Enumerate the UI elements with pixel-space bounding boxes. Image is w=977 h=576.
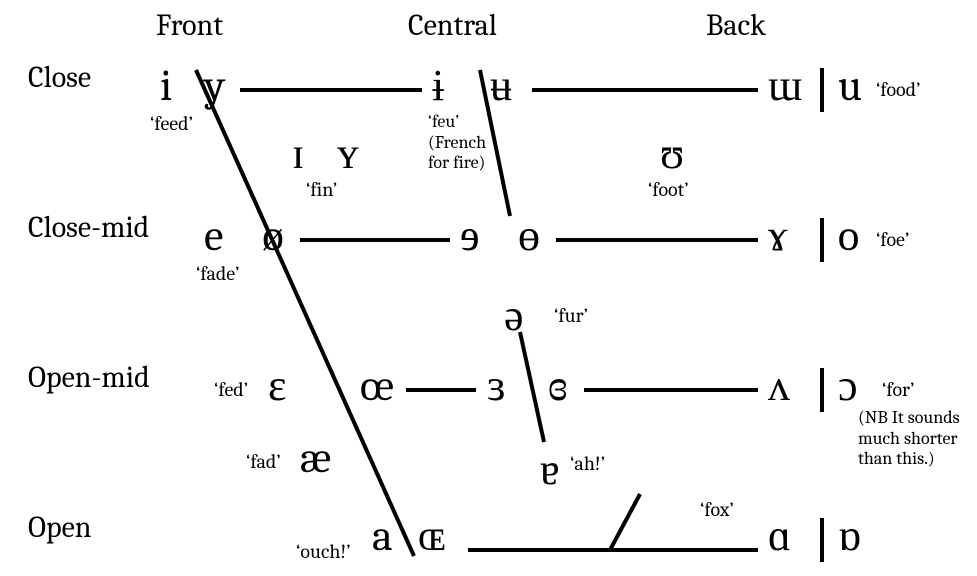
ipa-turned-script-a: ɒ bbox=[838, 514, 861, 558]
ipa-script-a: ɑ bbox=[768, 514, 791, 558]
hint-ah: ‘ah!’ bbox=[570, 452, 605, 475]
ipa-a: a bbox=[372, 514, 393, 558]
hint-for: ‘for’ bbox=[882, 378, 914, 401]
line-diag-front bbox=[196, 70, 414, 556]
hint-ouch: ‘ouch!’ bbox=[296, 540, 351, 563]
ipa-rams-horn: ɤ bbox=[768, 214, 788, 258]
ipa-ae: æ bbox=[300, 436, 331, 480]
hint-foot: ‘foot’ bbox=[648, 178, 689, 201]
ipa-open-o: ɔ bbox=[838, 364, 858, 408]
ipa-i: i bbox=[160, 64, 172, 108]
hint-fed: ‘fed’ bbox=[214, 378, 248, 401]
hint-food: ‘food’ bbox=[876, 78, 920, 101]
hint-fur: ‘fur’ bbox=[554, 304, 588, 327]
ipa-turned-a: ɐ bbox=[540, 448, 560, 492]
hint-fin: ‘fin’ bbox=[306, 178, 337, 201]
col-central: Central bbox=[408, 8, 497, 43]
row-open-mid: Open-mid bbox=[28, 360, 150, 395]
hint-fad: ‘fad’ bbox=[246, 450, 281, 473]
hint-foe: ‘foe’ bbox=[876, 228, 909, 251]
hint-feed: ‘feed’ bbox=[150, 112, 193, 135]
ipa-cl-rev-eps: ɞ bbox=[548, 364, 568, 408]
row-open: Open bbox=[28, 510, 92, 545]
hint-fox: ‘fox’ bbox=[700, 498, 734, 521]
ipa-small-y: ʏ bbox=[337, 132, 359, 176]
ipa-e: e bbox=[204, 214, 223, 258]
row-close: Close bbox=[28, 60, 91, 95]
hint-feu: ‘feu’ (French for fire) bbox=[428, 112, 486, 174]
col-front: Front bbox=[156, 8, 223, 43]
row-close-mid: Close-mid bbox=[28, 210, 149, 245]
vowel-chart: { "type": "ipa-vowel-chart", "dimensions… bbox=[0, 0, 977, 576]
ipa-big-oe: ɶ bbox=[418, 514, 446, 558]
chart-lines bbox=[0, 0, 977, 576]
ipa-small-i: ɪ bbox=[292, 132, 304, 176]
ipa-u-bar: ʉ bbox=[490, 64, 512, 108]
hint-fade: ‘fade’ bbox=[196, 262, 239, 285]
line-fox-tick bbox=[610, 494, 640, 550]
ipa-eps: ɛ bbox=[268, 364, 286, 408]
ipa-rev-eps: ɜ bbox=[487, 364, 505, 408]
ipa-u: u bbox=[838, 64, 862, 108]
ipa-o-slash: ø bbox=[262, 214, 284, 258]
ipa-barred-o: ɵ bbox=[518, 214, 540, 258]
ipa-rev-e: ɘ bbox=[460, 214, 480, 258]
ipa-y: y bbox=[204, 64, 225, 108]
hint-for-note: (NB It sounds much shorter than this.) bbox=[858, 408, 960, 470]
ipa-i-bar: ɨ bbox=[432, 64, 444, 108]
ipa-upsilon: ʊ bbox=[660, 132, 684, 176]
ipa-turned-m: ɯ bbox=[768, 64, 802, 108]
ipa-schwa: ə bbox=[504, 294, 524, 338]
col-back: Back bbox=[706, 8, 766, 43]
ipa-turned-v: ʌ bbox=[768, 364, 790, 408]
line-diag-central-schwa bbox=[520, 332, 544, 442]
ipa-oe: œ bbox=[360, 364, 394, 408]
ipa-o: o bbox=[838, 214, 859, 258]
